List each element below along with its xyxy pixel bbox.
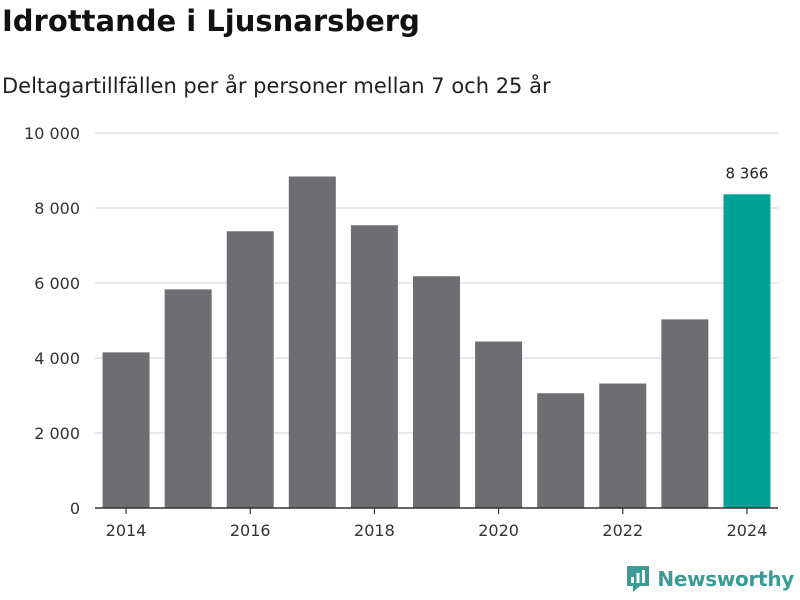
- bar-2018: [350, 225, 398, 508]
- newsworthy-logo-icon: [627, 566, 650, 592]
- y-tick-label: 6 000: [34, 274, 80, 293]
- x-tick-label: 2022: [602, 521, 643, 540]
- bar-2016: [226, 231, 274, 508]
- chart-title: Idrottande i Ljusnarsberg: [2, 4, 420, 38]
- x-tick-label: 2020: [478, 521, 519, 540]
- brand-logo: Newsworthy: [625, 564, 794, 594]
- bar-2021: [537, 393, 585, 508]
- y-tick-label: 0: [70, 499, 80, 518]
- brand-name: Newsworthy: [657, 567, 794, 591]
- y-tick-label: 8 000: [34, 199, 80, 218]
- axes: [95, 507, 778, 514]
- x-tick-label: 2024: [727, 521, 768, 540]
- chart-subtitle: Deltagartillfällen per år personer mella…: [2, 74, 551, 98]
- data-label: 8 366: [725, 164, 768, 182]
- bar-2015: [164, 289, 212, 508]
- bar-2014: [102, 352, 150, 508]
- bar-2022: [599, 383, 647, 508]
- bars: [102, 176, 771, 508]
- bar-2020: [475, 341, 523, 508]
- y-tick-label: 2 000: [34, 424, 80, 443]
- bar-2019: [413, 276, 460, 508]
- bar-2024: [723, 194, 771, 508]
- bar-2023: [661, 319, 709, 508]
- x-tick-label: 2014: [106, 521, 147, 540]
- x-tick-label: 2016: [230, 521, 271, 540]
- y-tick-label: 4 000: [34, 349, 80, 368]
- bar-2017: [288, 176, 336, 508]
- labels: 0 2 000 4 000 6 000 8 000 10 000 2014 2016 2018 2…: [24, 124, 768, 540]
- x-tick-label: 2018: [354, 521, 395, 540]
- y-tick-label: 10 000: [24, 124, 80, 143]
